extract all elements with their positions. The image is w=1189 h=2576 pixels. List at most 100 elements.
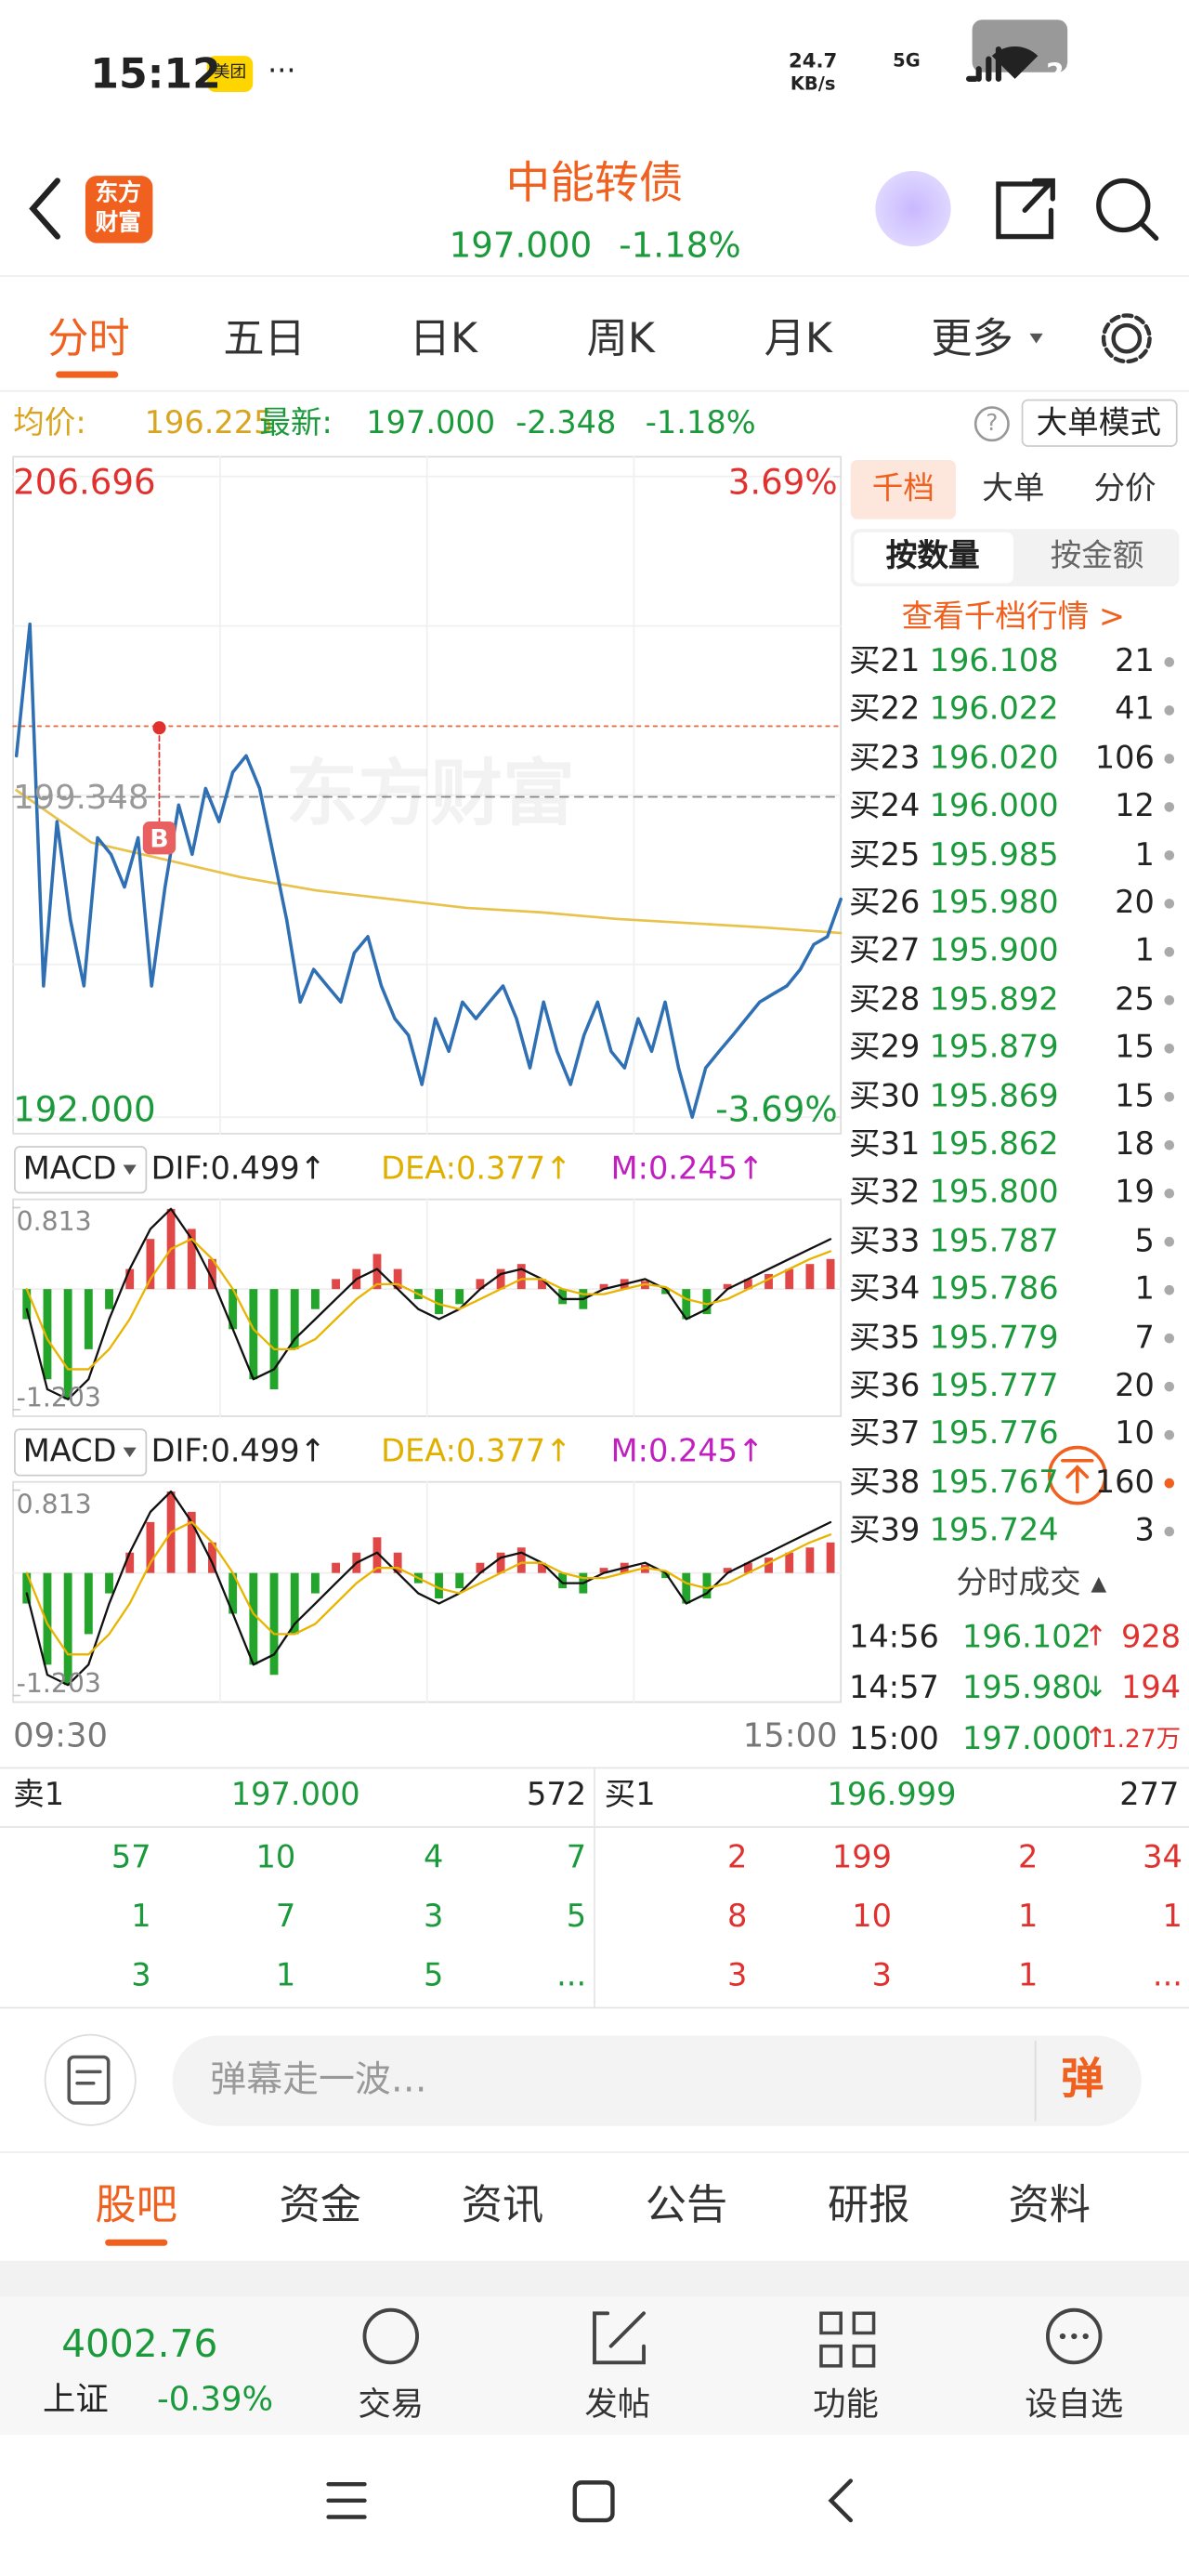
logo-text[interactable]: 东方 — [95, 180, 142, 207]
danmaku-button[interactable]: 弹 — [1061, 2055, 1104, 2105]
index-value[interactable]: 4002.76 — [61, 2323, 218, 2367]
row-price: 195.777 — [929, 1367, 1059, 1404]
nav-label[interactable]: 发帖 — [584, 2384, 651, 2424]
macd-bar — [208, 1542, 216, 1573]
row-label: 买27 — [849, 933, 921, 969]
time: 15:12 — [90, 49, 221, 99]
macd-bar — [476, 1279, 485, 1290]
help[interactable]: ? — [986, 410, 999, 438]
row-label: 买29 — [849, 1029, 921, 1066]
logo-text[interactable]: 财富 — [95, 210, 142, 237]
trade-qty: 928 — [1121, 1619, 1182, 1656]
bottom-tab[interactable]: 股吧 — [95, 2180, 177, 2229]
trades-title[interactable]: 分时成交 ▴ — [956, 1564, 1107, 1601]
tab[interactable]: 月K — [764, 314, 832, 362]
tab[interactable]: 更多 — [931, 314, 1013, 362]
bottom-tab[interactable]: 资金 — [279, 2180, 361, 2229]
back-button[interactable] — [828, 2478, 854, 2523]
macd-bar — [764, 1273, 773, 1290]
row-label: 买26 — [849, 885, 921, 921]
macd-bar — [125, 1268, 135, 1290]
change-pct: -1.18% — [645, 404, 756, 441]
nav-label[interactable]: 交易 — [358, 2384, 425, 2424]
row-dot — [1164, 1091, 1175, 1102]
title: 中能转债 — [505, 158, 684, 210]
order-cell: 3 — [727, 1957, 748, 1994]
toggle-active[interactable] — [854, 532, 1013, 584]
logo-box[interactable] — [85, 176, 153, 243]
depth-tab[interactable]: 大单 — [982, 470, 1045, 507]
macd-bar — [125, 1552, 135, 1573]
row-label: 买31 — [849, 1125, 921, 1163]
help-circle[interactable] — [973, 406, 1010, 442]
depth-link[interactable]: 查看千档行情 > — [901, 598, 1126, 636]
share-icon[interactable] — [996, 177, 1055, 240]
order-cell: 1 — [1017, 1957, 1039, 1994]
back-icon[interactable] — [29, 177, 60, 240]
mode-button-text[interactable]: 大单模式 — [1036, 404, 1161, 441]
settings-icon[interactable] — [1111, 322, 1143, 354]
bottom-tab[interactable]: 研报 — [828, 2180, 910, 2229]
trade-qty: 194 — [1121, 1670, 1182, 1707]
tab[interactable]: 分时 — [47, 314, 130, 362]
macd-label[interactable]: MACD — [22, 1433, 117, 1470]
row-qty: 10 — [1115, 1415, 1155, 1452]
watchlist-icon[interactable] — [1046, 2307, 1103, 2365]
row-price: 195.900 — [929, 933, 1059, 969]
row-price: 195.786 — [929, 1270, 1059, 1308]
menu-button[interactable] — [326, 2481, 367, 2519]
row-price: 195.767 — [929, 1464, 1059, 1501]
gap-bar — [0, 2260, 1189, 2297]
macd-tick-label: 0.813 — [16, 1205, 92, 1238]
home-button[interactable] — [572, 2480, 615, 2523]
bottom-tab[interactable]: 公告 — [645, 2180, 728, 2229]
search-icon[interactable] — [1096, 177, 1151, 233]
macd-tick-label: -1.203 — [16, 1667, 101, 1700]
macd-bar — [63, 1572, 72, 1686]
avatar[interactable] — [875, 170, 951, 247]
top-arrow — [1061, 1458, 1094, 1494]
comment-placeholder[interactable]: 弹幕走一波… — [210, 2060, 427, 2102]
tab[interactable]: 周K — [586, 314, 655, 362]
row-qty: 3 — [1134, 1512, 1155, 1549]
post-icon[interactable] — [593, 2311, 646, 2365]
tab[interactable]: 日K — [409, 314, 477, 362]
function-icon[interactable] — [819, 2311, 876, 2368]
depth-tab-active[interactable] — [850, 460, 956, 519]
avg-line — [15, 789, 843, 935]
bottom-tab[interactable]: 资料 — [1008, 2180, 1091, 2229]
sell-price: 197.000 — [230, 1777, 360, 1813]
row-price: 196.022 — [929, 691, 1059, 729]
row-price: 195.724 — [929, 1512, 1059, 1549]
index-change: -0.39% — [157, 2379, 274, 2419]
macd-label[interactable]: MACD — [22, 1150, 117, 1188]
nav-label[interactable]: 功能 — [813, 2384, 879, 2424]
mode-button[interactable] — [1021, 399, 1178, 447]
row-label: 买28 — [849, 980, 921, 1018]
avg-value: 196.225 — [144, 404, 274, 441]
row-qty: 1 — [1134, 1270, 1155, 1308]
row-dot — [1164, 947, 1175, 957]
tab-underline — [105, 2239, 168, 2246]
bottom-tab[interactable]: 资讯 — [461, 2180, 544, 2229]
order-cell: 4 — [423, 1839, 444, 1876]
macd-bar — [249, 1572, 258, 1665]
nav-label[interactable]: 设自选 — [1025, 2384, 1124, 2424]
trade-icon[interactable] — [362, 2307, 420, 2365]
input-box[interactable] — [172, 2035, 1142, 2126]
sell-label: 卖1 — [13, 1777, 65, 1813]
trade-direction: ↑ — [1083, 1722, 1108, 1756]
comment-icon-bg[interactable] — [44, 2033, 137, 2126]
tab[interactable]: 五日 — [223, 314, 306, 362]
macd-line — [25, 1207, 832, 1400]
toggle[interactable]: 按数量 — [885, 538, 980, 574]
trade-qty: 1.27万 — [1101, 1724, 1182, 1755]
row-price: 195.869 — [929, 1077, 1059, 1114]
depth-tab[interactable]: 千档 — [871, 470, 934, 507]
macd-bar — [826, 1258, 835, 1290]
depth-tab[interactable]: 分价 — [1093, 470, 1156, 507]
m-label: M:0.245↑ — [610, 1150, 764, 1188]
row-dot — [1164, 1429, 1175, 1440]
row-dot — [1164, 1236, 1175, 1247]
toggle[interactable]: 按金额 — [1050, 538, 1144, 574]
